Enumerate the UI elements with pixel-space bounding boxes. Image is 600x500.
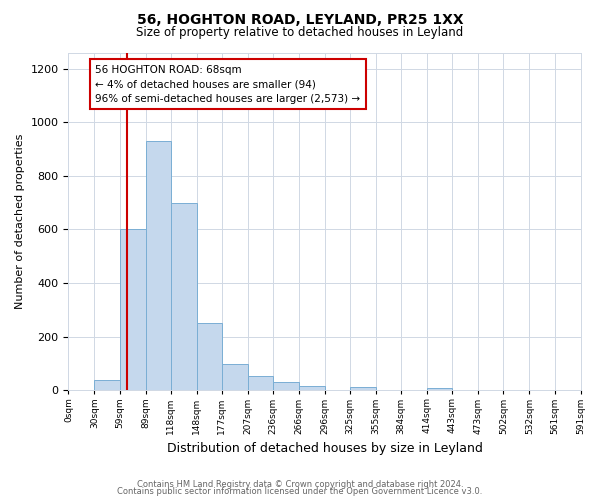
Bar — [146, 141, 170, 390]
Text: Contains HM Land Registry data © Crown copyright and database right 2024.: Contains HM Land Registry data © Crown c… — [137, 480, 463, 489]
Text: 56, HOGHTON ROAD, LEYLAND, PR25 1XX: 56, HOGHTON ROAD, LEYLAND, PR25 1XX — [137, 12, 463, 26]
Bar — [350, 387, 376, 390]
X-axis label: Distribution of detached houses by size in Leyland: Distribution of detached houses by size … — [167, 442, 482, 455]
Bar — [197, 324, 222, 390]
Bar — [94, 380, 119, 390]
Bar — [273, 382, 299, 390]
Text: Contains public sector information licensed under the Open Government Licence v3: Contains public sector information licen… — [118, 488, 482, 496]
Text: 56 HOGHTON ROAD: 68sqm
← 4% of detached houses are smaller (94)
96% of semi-deta: 56 HOGHTON ROAD: 68sqm ← 4% of detached … — [95, 64, 361, 104]
Y-axis label: Number of detached properties: Number of detached properties — [15, 134, 25, 309]
Bar — [119, 230, 146, 390]
Bar — [299, 386, 325, 390]
Bar — [248, 376, 273, 390]
Text: Size of property relative to detached houses in Leyland: Size of property relative to detached ho… — [136, 26, 464, 39]
Bar — [222, 364, 248, 390]
Bar — [427, 388, 452, 390]
Bar — [170, 202, 197, 390]
